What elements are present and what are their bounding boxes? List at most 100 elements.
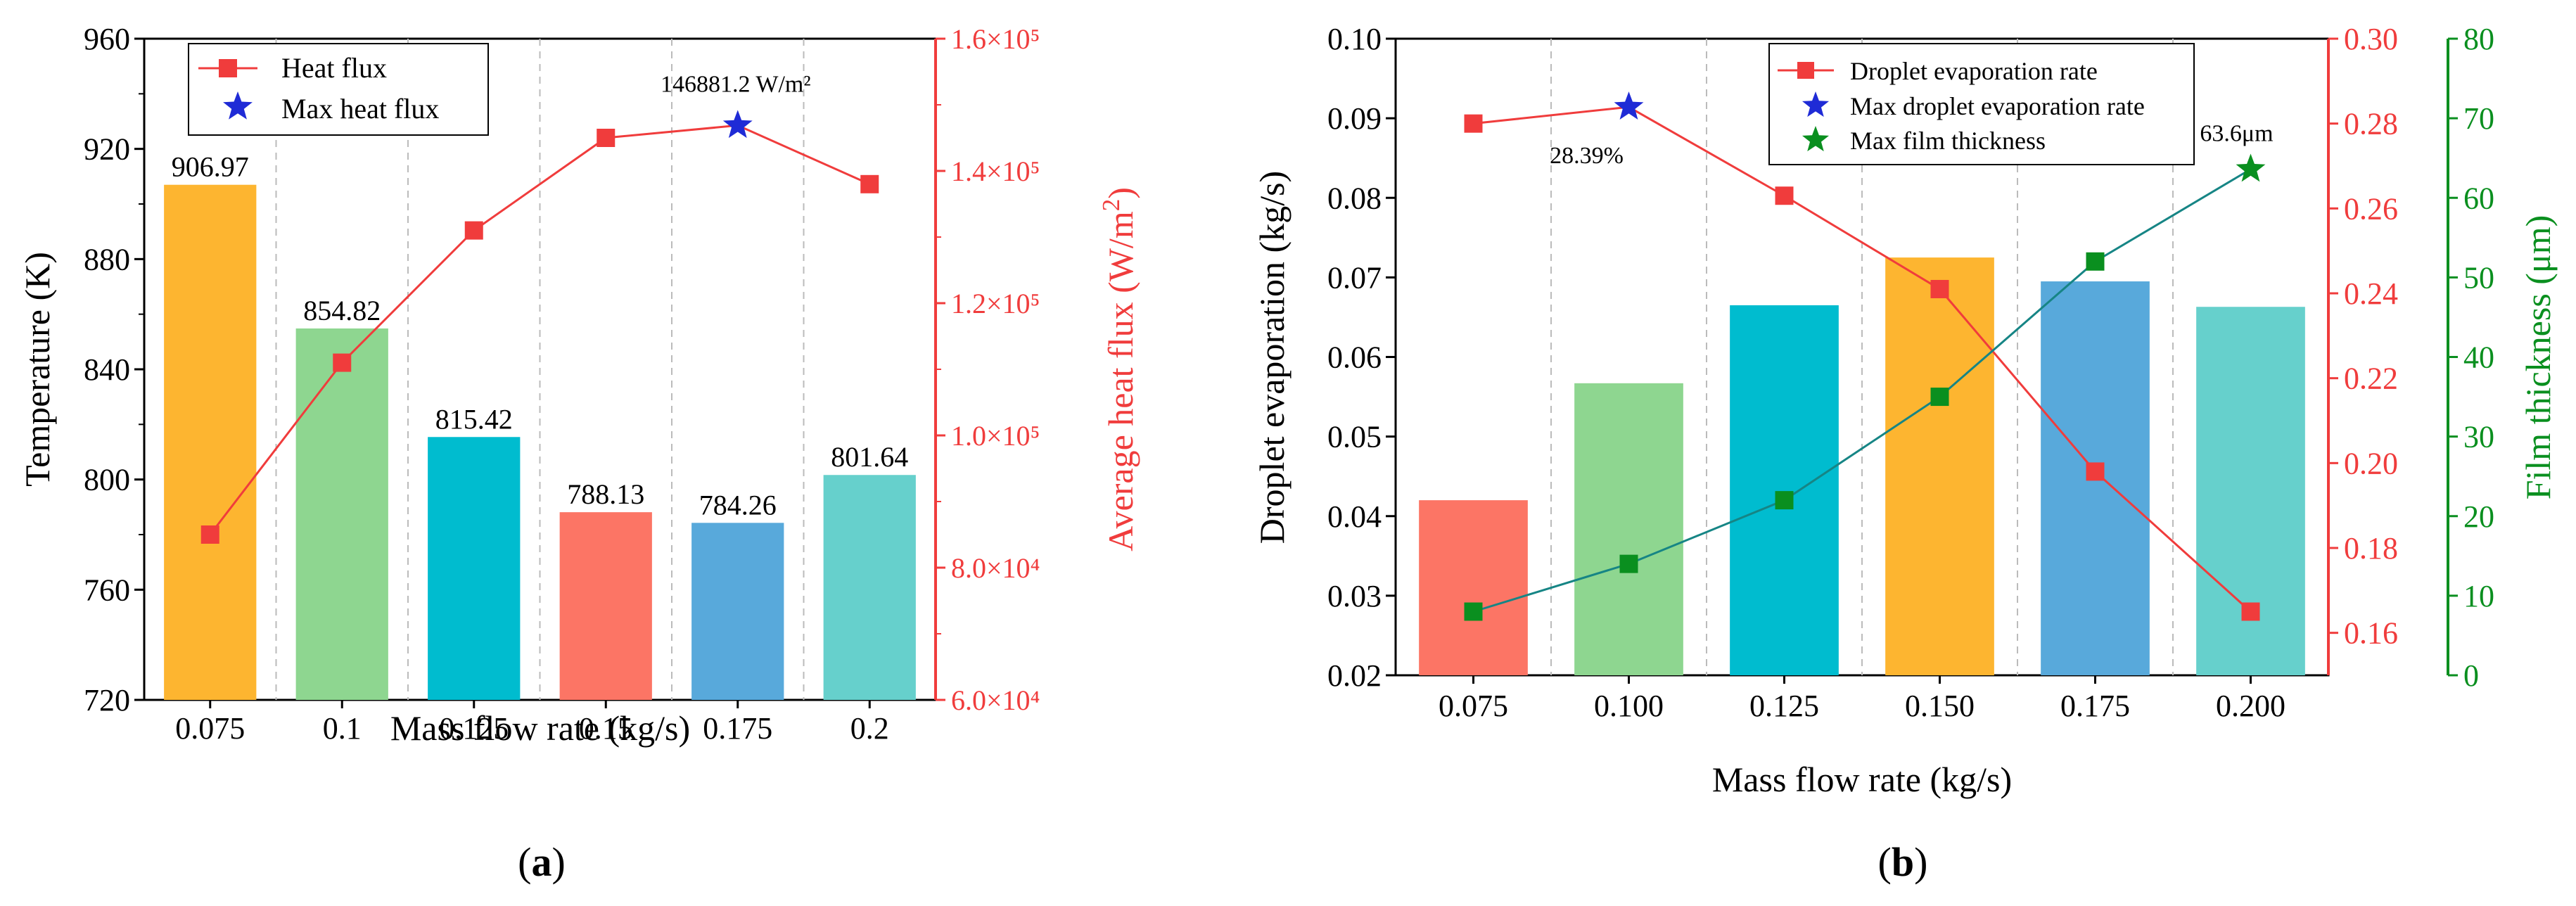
panel-b-x-tick-label: 0.175 bbox=[2060, 689, 2130, 723]
panel-a-bar-value-label: 854.82 bbox=[303, 295, 381, 326]
panel-b-film-thickness-marker bbox=[1619, 554, 1638, 573]
panel-a-max-heat-flux-star-icon bbox=[722, 110, 753, 139]
panel-a-x-tick-label: 0.1 bbox=[323, 711, 362, 746]
panel-b-axes: 0.02 0.03 0.04 0.05 0.06 0.07 0.08 0.09 0.10 0.16… bbox=[1327, 22, 2494, 723]
panel-a-caption: (a) bbox=[518, 839, 566, 885]
panel-b-right-axis-2-tick-label: 40 bbox=[2463, 340, 2494, 375]
panel-a-right-tick-label: 1.6×10⁵ bbox=[951, 23, 1040, 55]
panel-b-film-thickness-polyline bbox=[1473, 168, 2252, 613]
panel-b-bars bbox=[1419, 257, 2305, 675]
panel-a-heat-flux-line: 146881.2 W/m² bbox=[200, 71, 879, 544]
panel-b-max-film-thickness-label: 63.6μm bbox=[2200, 121, 2273, 147]
panel-b-film-thickness-marker bbox=[1464, 602, 1483, 621]
panel-b-right-axis-1-tick-label: 0.20 bbox=[2344, 446, 2398, 480]
panel-a-heat-flux-marker bbox=[597, 129, 616, 147]
panel-b-film-thickness-marker bbox=[2086, 252, 2105, 271]
panel-b-max-film-thickness-star-icon bbox=[2236, 153, 2266, 182]
panel-b-right-axis-2-tick-label: 30 bbox=[2463, 420, 2494, 454]
panel-b-evaporation-rate-marker bbox=[1775, 186, 1794, 205]
panel-a-right-axis-title: Average heat flux (W/m2) bbox=[1097, 187, 1141, 551]
panel-a-bar-0.075 bbox=[164, 184, 257, 701]
panel-a-bar-value-label: 906.97 bbox=[172, 151, 249, 183]
panel-a-heat-flux-marker bbox=[464, 221, 483, 240]
panel-a-bar-0.175 bbox=[691, 523, 784, 700]
panel-a-left-tick-label: 800 bbox=[84, 463, 130, 497]
panel-b-left-tick-label: 0.06 bbox=[1327, 340, 1382, 375]
panel-b-evaporation-rate-marker bbox=[1930, 279, 1949, 298]
panel-b-x-tick-label: 0.075 bbox=[1439, 689, 1508, 723]
panel-a-legend: Heat flux Max heat flux bbox=[188, 43, 489, 136]
panel-b-right-axis-1-tick-label: 0.24 bbox=[2344, 276, 2398, 311]
legend-max-evap-rate-star-icon bbox=[1802, 91, 1830, 117]
panel-b-max-evaporation-rate-label: 28.39% bbox=[1550, 143, 1624, 169]
panel-b-x-tick-label: 0.125 bbox=[1749, 689, 1819, 723]
panel-a-bar-0.15 bbox=[559, 512, 652, 700]
panel-a-left-tick-label: 920 bbox=[84, 132, 130, 167]
panel-a-bars bbox=[164, 184, 916, 701]
panel-b-right-axis-1-tick-label: 0.16 bbox=[2344, 616, 2398, 651]
panel-b-legend-box bbox=[1768, 43, 2195, 165]
panel-b-right-axis-2-tick-label: 10 bbox=[2463, 579, 2494, 613]
panel-b-left-tick-label: 0.08 bbox=[1327, 181, 1382, 215]
panel-a-heat-flux-marker bbox=[333, 353, 352, 372]
panel-b-right-axis-1-tick-label: 0.28 bbox=[2344, 107, 2398, 141]
panel-b-right-axis-2-tick-label: 80 bbox=[2463, 22, 2494, 56]
panel-b-right-axis-2-tick-label: 0 bbox=[2463, 658, 2479, 693]
panel-a-bar-0.1 bbox=[295, 328, 388, 701]
panel-b-right-axis-2-tick-label: 70 bbox=[2463, 101, 2494, 136]
panel-a-x-tick-label: 0.15 bbox=[579, 711, 633, 746]
legend-evap-rate-marker bbox=[1797, 62, 1814, 79]
panel-a-right-tick-label: 1.2×10⁵ bbox=[951, 288, 1040, 319]
panel-a-legend-box bbox=[188, 43, 489, 136]
panel-b-x-tick-label: 0.200 bbox=[2216, 689, 2285, 723]
panel-b-left-tick-label: 0.02 bbox=[1327, 658, 1382, 693]
panel-b-evaporation-rate-marker bbox=[2241, 602, 2260, 621]
panel-b-left-axis-title: Droplet evaporation (kg/s) bbox=[1252, 171, 1292, 544]
legend-max-heat-flux-label: Max heat flux bbox=[281, 93, 439, 125]
panel-a-left-tick-label: 840 bbox=[84, 352, 130, 387]
panel-b-right-axis-1-tick-label: 0.22 bbox=[2344, 362, 2398, 396]
panel-a-axes: 720 760 800 840 880 920 960 6.0×10⁴ 8.0×10⁴ 1.0×1… bbox=[84, 22, 1040, 746]
panel-a-left-tick-label: 960 bbox=[84, 22, 130, 56]
panel-a-bar-value-label: 801.64 bbox=[831, 441, 908, 473]
panel-a-heat-flux-marker bbox=[860, 174, 879, 193]
panel-a-x-axis-title: Mass flow rate (kg/s) bbox=[390, 708, 690, 748]
panel-b-caption: (b) bbox=[1878, 839, 1928, 885]
panel-b-left-tick-label: 0.07 bbox=[1327, 260, 1382, 295]
panel-a-bar-0.125 bbox=[428, 437, 521, 700]
panel-b-evaporation-rate-polyline bbox=[1473, 106, 2252, 613]
panel-a-left-tick-label: 760 bbox=[84, 573, 130, 607]
panel-b-left-tick-label: 0.03 bbox=[1327, 579, 1382, 613]
panel-a-right-tick-label: 1.4×10⁵ bbox=[951, 155, 1040, 187]
panel-b-right-axis-2-tick-label: 60 bbox=[2463, 181, 2494, 215]
panel-b-right-axis-1-tick-label: 0.26 bbox=[2344, 191, 2398, 226]
panel-a-bar-labels: 906.97 854.82 815.42 788.13 784.26 801.64 bbox=[172, 151, 909, 521]
panel-a-x-tick-label: 0.125 bbox=[439, 711, 509, 746]
panel-a-bar-value-label: 788.13 bbox=[567, 478, 644, 510]
panel-a-left-tick-label: 880 bbox=[84, 242, 130, 276]
panel-b-bar-0.075 bbox=[1419, 500, 1528, 675]
panel-a-bar-value-label: 784.26 bbox=[699, 489, 777, 521]
panel-b-evaporation-rate-marker bbox=[2086, 462, 2105, 481]
panel-b-x-tick-label: 0.100 bbox=[1594, 689, 1664, 723]
panel-b-right-axis-1-tick-label: 0.18 bbox=[2344, 531, 2398, 566]
panel-a-x-tick-label: 0.175 bbox=[703, 711, 772, 746]
panel-b-right-axis-1-tick-label: 0.30 bbox=[2344, 22, 2398, 56]
panel-a-heat-flux-marker bbox=[200, 525, 219, 544]
panel-a-max-heat-flux-label: 146881.2 W/m² bbox=[661, 71, 811, 97]
panel-b-left-tick-label: 0.04 bbox=[1327, 499, 1382, 534]
panel-b-film-thickness-marker bbox=[1930, 388, 1949, 407]
legend-max-film-thickness-label: Max film thickness bbox=[1850, 127, 2046, 155]
svg-text:(a): (a) bbox=[518, 839, 566, 885]
panel-b-bar-0.125 bbox=[1730, 305, 1839, 675]
panel-b-legend: Droplet evaporation rate Max droplet eva… bbox=[1768, 43, 2195, 165]
panel-b-max-evaporation-rate-star-icon bbox=[1614, 91, 1644, 120]
panel-b-x-axis-title: Mass flow rate (kg/s) bbox=[1712, 760, 2012, 799]
panel-b-lines: 28.39% 63.6μm bbox=[1464, 91, 2274, 621]
panel-b-chart: 28.39%63.6μm 0.020.030.040.050.060.070.0… bbox=[1252, 22, 2558, 885]
panel-a-bar-0.2 bbox=[823, 475, 916, 700]
legend-max-evap-rate-label: Max droplet evaporation rate bbox=[1850, 92, 2145, 120]
legend-evap-rate-label: Droplet evaporation rate bbox=[1850, 57, 2098, 85]
panel-b-right-axis-2-tick-label: 20 bbox=[2463, 499, 2494, 534]
